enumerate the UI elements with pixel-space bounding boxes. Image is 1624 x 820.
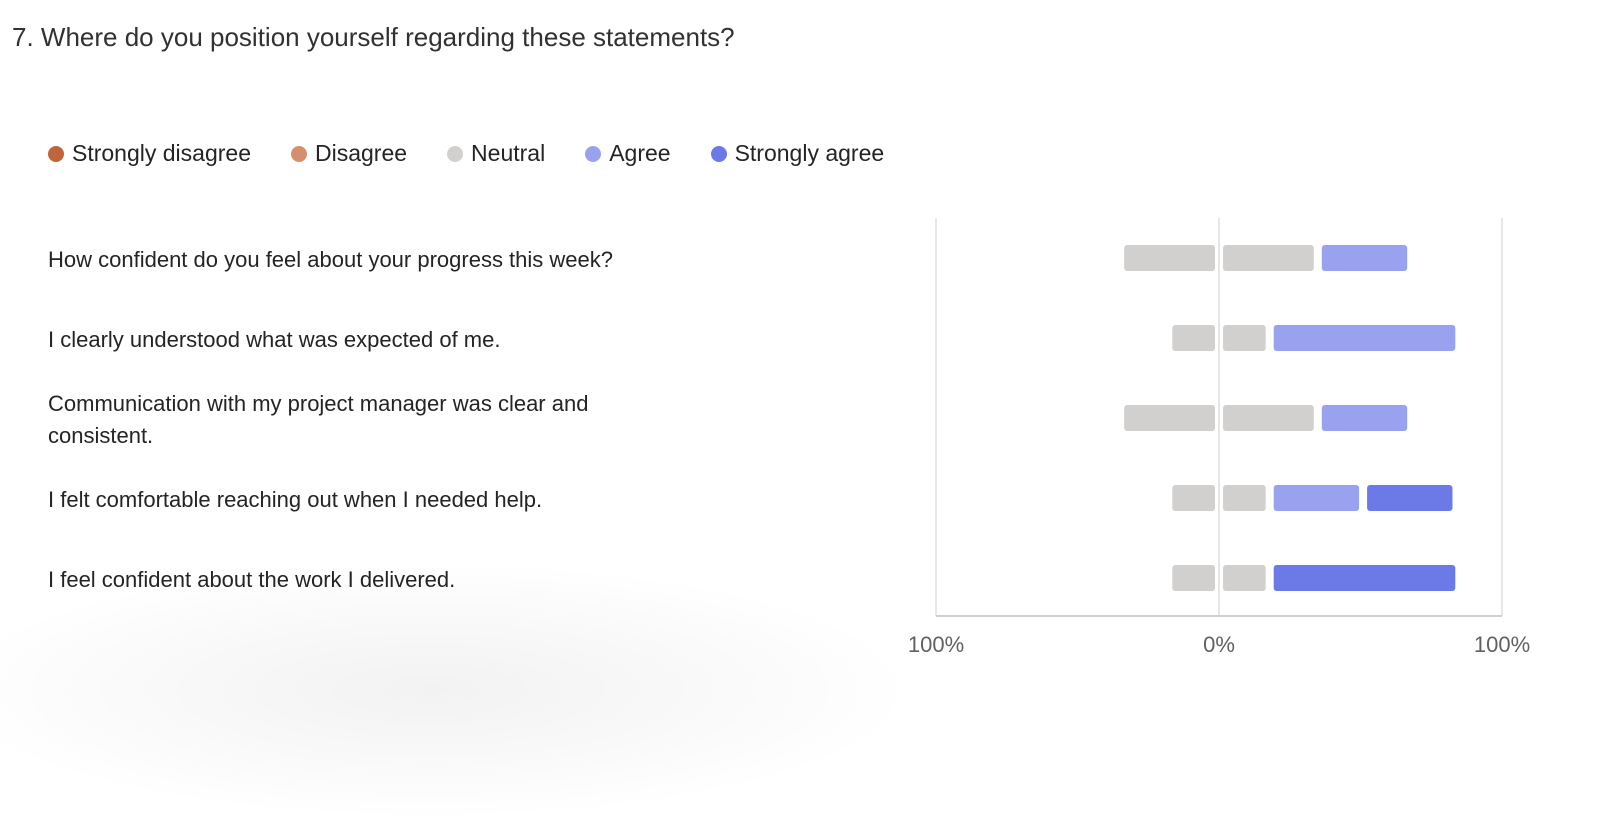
bar-neutral-positive — [1223, 565, 1266, 591]
legend-dot-icon — [710, 145, 727, 162]
question-title: 7. Where do you position yourself regard… — [12, 22, 735, 52]
bar-neutral-positive — [1223, 485, 1266, 511]
bar-neutral-negative — [1172, 325, 1215, 351]
bar-neutral-negative — [1124, 245, 1215, 271]
chart-legend: Strongly disagree Disagree Neutral Agree… — [48, 140, 924, 167]
x-tick-label: 100% — [908, 632, 964, 657]
bar-neutral-negative — [1124, 405, 1215, 431]
legend-item-agree[interactable]: Agree — [585, 140, 671, 167]
legend-dot-icon — [291, 145, 307, 162]
bar-neutral-negative — [1172, 565, 1215, 591]
statement-label: I felt comfortable reaching out when I n… — [48, 487, 543, 512]
likert-chart: 100% 0% 100% — [908, 218, 1530, 657]
bar-agree — [1321, 405, 1408, 431]
statement-label: I clearly understood what was expected o… — [48, 327, 501, 352]
legend-item-strongly-disagree[interactable]: Strongly disagree — [48, 140, 251, 167]
legend-label: Neutral — [471, 140, 546, 166]
legend-item-disagree[interactable]: Disagree — [291, 140, 407, 167]
bar-agree — [1273, 485, 1360, 511]
legend-label: Strongly disagree — [72, 140, 251, 166]
statement-label: Communication with my project manager wa… — [48, 391, 589, 448]
bar-neutral-positive — [1223, 405, 1314, 431]
bar-neutral-negative — [1172, 485, 1215, 511]
statement-label: I feel confident about the work I delive… — [48, 567, 456, 592]
legend-label: Agree — [609, 140, 671, 166]
legend-item-neutral[interactable]: Neutral — [447, 140, 545, 167]
bar-strongly-agree — [1273, 565, 1456, 591]
legend-dot-icon — [585, 145, 602, 162]
legend-label: Disagree — [315, 140, 408, 166]
bar-neutral-positive — [1223, 245, 1314, 271]
x-tick-label: 100% — [1474, 632, 1530, 657]
bar-agree — [1273, 325, 1456, 351]
legend-dot-icon — [447, 145, 464, 162]
legend-item-strongly-agree[interactable]: Strongly agree — [710, 140, 885, 167]
bar-agree — [1321, 245, 1408, 271]
legend-dot-icon — [48, 145, 64, 162]
legend-label: Strongly agree — [734, 140, 885, 166]
x-tick-label: 0% — [1203, 632, 1235, 657]
bar-neutral-positive — [1223, 325, 1266, 351]
statement-label: How confident do you feel about your pro… — [48, 247, 613, 272]
bar-strongly-agree — [1367, 485, 1453, 511]
